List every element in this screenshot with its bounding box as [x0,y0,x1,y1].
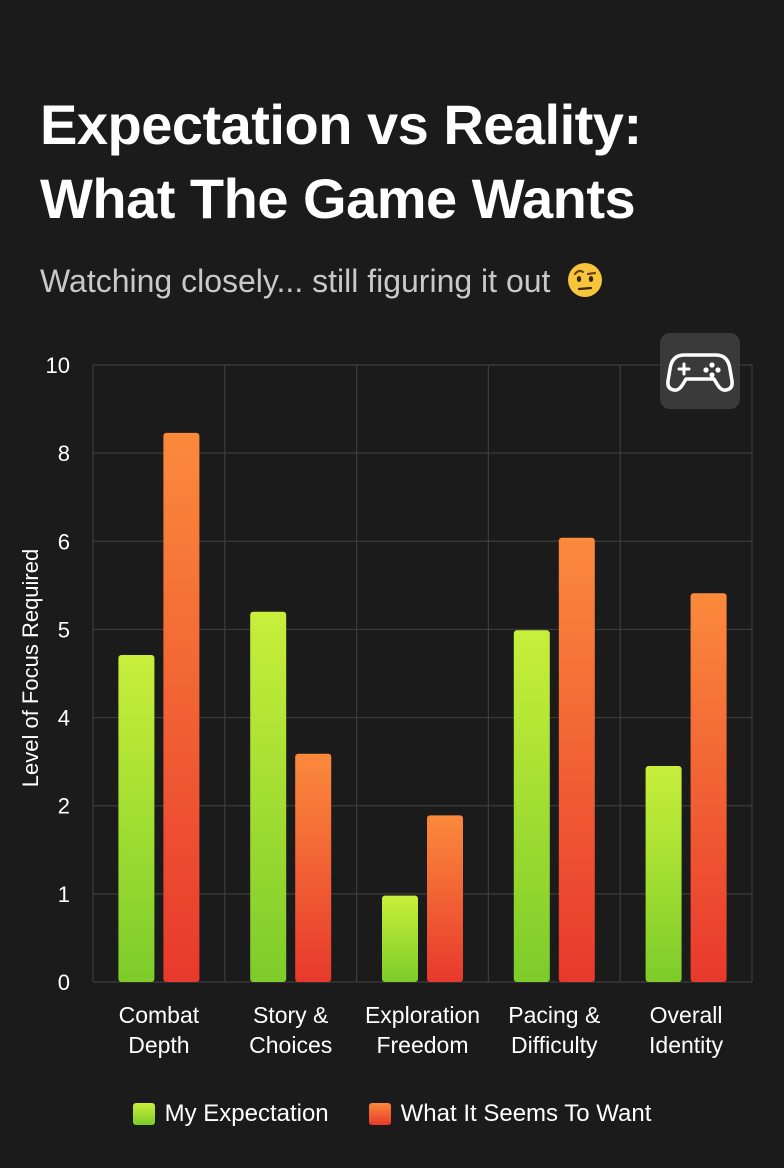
bar-chart: 0 1 2 4 5 6 8 10 Combat Depth Story & Choices Explo… [46,353,753,1058]
bar-my-expectation [645,766,682,982]
legend-item-expectation: My Expectation [132,1100,329,1128]
y-tick-label: 2 [58,794,70,819]
chart-bars [118,432,727,982]
x-tick-label-line: Combat [119,1002,200,1028]
chart-title: Expectation vs Reality: What The Game Wa… [40,88,760,236]
x-tick-label-line: Exploration [365,1002,480,1028]
x-tick-label-line: Pacing & [508,1002,600,1028]
y-tick-label: 6 [58,529,70,554]
bar-my-expectation [382,895,418,982]
bar-what-it-seems-to-want [295,753,332,982]
chart-legend: My Expectation What It Seems To Want [0,1096,784,1132]
face-with-raised-eyebrow-emoji-icon [568,263,603,297]
y-tick-label: 1 [58,882,70,907]
bar-what-it-seems-to-want [558,537,595,982]
y-tick-label: 5 [58,617,70,642]
x-axis-labels: Combat Depth Story & Choices Exploration Free… [119,1002,724,1058]
legend-label-expectation: My Expectation [164,1100,329,1127]
chart-title-line-1: Expectation vs Reality: [40,93,642,156]
legend-swatch-expectation [132,1103,155,1125]
gamepad-badge [660,333,740,409]
x-tick-label: Overall Identity [649,1002,724,1058]
chart-grid [92,364,753,983]
x-tick-label: Pacing & Difficulty [508,1002,600,1058]
legend-item-want: What It Seems To Want [368,1100,652,1128]
y-tick-label: 10 [46,353,70,378]
x-tick-label-line: Freedom [376,1032,468,1058]
bar-what-it-seems-to-want [690,593,727,982]
legend-swatch-want [368,1103,391,1125]
y-tick-label: 8 [58,441,70,466]
bar-what-it-seems-to-want [427,815,463,982]
y-tick-label: 0 [58,970,70,995]
gamepad-icon [666,353,734,392]
x-tick-label-line: Story & [253,1002,328,1028]
y-axis-ticks: 0 1 2 4 5 6 8 10 [46,353,70,995]
x-tick-label: Combat Depth [119,1002,200,1058]
x-tick-label-line: Choices [249,1032,332,1058]
chart-title-line-2: What The Game Wants [40,167,636,230]
y-tick-label: 4 [58,706,70,731]
legend-label-want: What It Seems To Want [400,1100,652,1127]
x-tick-label-line: Difficulty [511,1032,598,1058]
x-tick-label-line: Overall [650,1002,723,1028]
x-tick-label: Exploration Freedom [365,1002,480,1058]
x-tick-label-line: Identity [649,1032,724,1058]
bar-my-expectation [513,630,550,982]
chart-subtitle: Watching closely... still figuring it ou… [40,262,603,300]
chart-subtitle-text: Watching closely... still figuring it ou… [40,263,551,299]
x-tick-label: Story & Choices [249,1002,332,1058]
bar-my-expectation [118,654,155,982]
bar-what-it-seems-to-want [163,432,200,982]
x-tick-label-line: Depth [128,1032,189,1058]
bar-my-expectation [250,611,287,982]
